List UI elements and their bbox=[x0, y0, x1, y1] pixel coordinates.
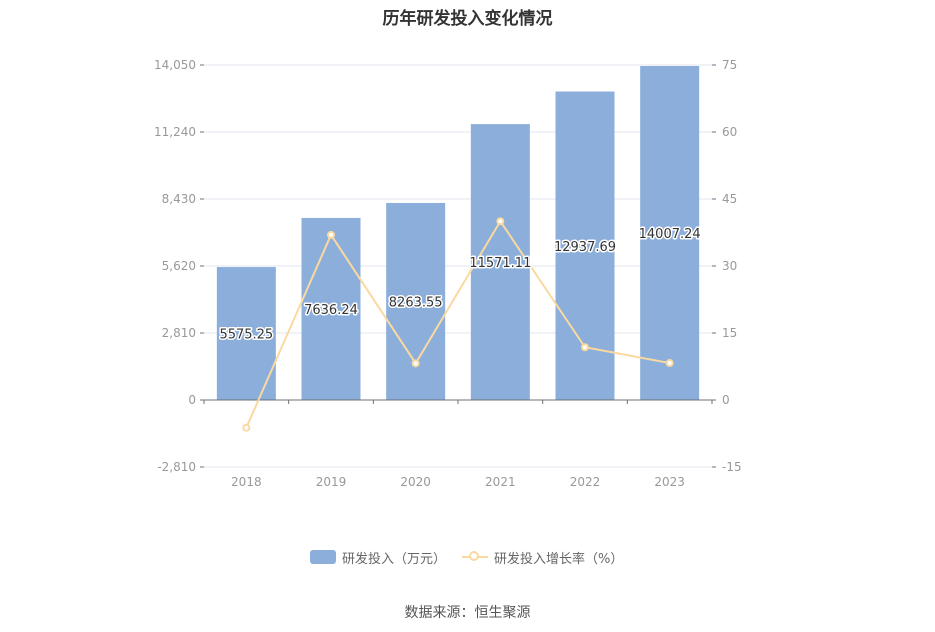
growth-line bbox=[245, 219, 670, 429]
left-axis-tick-label: -2,810 bbox=[157, 460, 196, 474]
right-axis-labels: -15 0 15 30 45 60 75 bbox=[712, 58, 742, 474]
legend-line-swatch bbox=[462, 550, 488, 564]
legend-line-label: 研发投入增长率（%） bbox=[494, 551, 624, 567]
growth-point bbox=[581, 343, 589, 352]
chart-canvas: -2,810 0 2,810 5,620 8,430 11,240 14,050 -15 0 1… bbox=[154, 58, 742, 489]
bar bbox=[470, 124, 530, 400]
bar-data-labels: 5575.25 7636.24 8263.55 11571.11 12937.69 140… bbox=[218, 226, 702, 345]
left-axis-labels: -2,810 0 2,810 5,620 8,430 11,240 14,050 bbox=[154, 58, 204, 474]
growth-point bbox=[496, 217, 505, 226]
chart-title: 历年研发投入变化情况 bbox=[382, 9, 553, 29]
legend-item-line[interactable]: 研发投入增长率（%） bbox=[462, 546, 623, 568]
x-axis-tick-label: 2018 bbox=[231, 475, 262, 489]
growth-point bbox=[665, 359, 674, 368]
growth-point bbox=[327, 230, 335, 239]
legend-item-bar[interactable]: 研发投入（万元） bbox=[310, 546, 446, 568]
x-axis-tick-label: 2023 bbox=[654, 475, 685, 489]
right-axis-tick-label: 30 bbox=[722, 259, 737, 273]
bar bbox=[640, 66, 700, 401]
right-axis-tick-label: 75 bbox=[722, 58, 737, 72]
legend-bar-swatch bbox=[310, 550, 336, 564]
grid-lines bbox=[204, 64, 712, 468]
bar-value-label: 11571.11 bbox=[469, 256, 531, 271]
bar-value-label: 12937.69 bbox=[554, 240, 616, 255]
left-axis-tick-label: 0 bbox=[188, 393, 196, 407]
bar-value-label: 5575.25 bbox=[219, 328, 273, 343]
data-source: 数据来源：恒生聚源 bbox=[404, 605, 531, 621]
x-axis-tick-label: 2020 bbox=[400, 475, 431, 489]
left-axis-tick-label: 2,810 bbox=[162, 326, 196, 340]
legend-bar-label: 研发投入（万元） bbox=[342, 551, 447, 567]
left-axis-tick-label: 8,430 bbox=[162, 192, 196, 206]
left-axis-tick-label: 5,620 bbox=[162, 259, 196, 273]
bar-value-label: 14007.24 bbox=[639, 227, 701, 242]
right-axis-tick-label: 45 bbox=[722, 192, 737, 206]
x-axis-tick-label: 2021 bbox=[485, 475, 516, 489]
x-axis-tick-label: 2019 bbox=[316, 475, 347, 489]
growth-point bbox=[242, 423, 251, 432]
right-axis-tick-label: 0 bbox=[722, 393, 730, 407]
bar bbox=[216, 267, 276, 400]
bar-value-label: 7636.24 bbox=[304, 303, 358, 318]
bar-series bbox=[216, 66, 700, 401]
growth-point bbox=[411, 359, 420, 368]
right-axis-tick-label: 15 bbox=[722, 326, 737, 340]
growth-line-series bbox=[242, 217, 674, 432]
x-axis-tick-label: 2022 bbox=[570, 475, 601, 489]
left-axis-tick-label: 14,050 bbox=[154, 58, 196, 72]
bar bbox=[301, 217, 361, 400]
right-axis-tick-label: -15 bbox=[722, 460, 742, 474]
left-axis-tick-label: 11,240 bbox=[154, 125, 196, 139]
bar-value-label: 8263.55 bbox=[389, 295, 443, 310]
x-axis: 2018 2019 2020 2021 2022 2023 bbox=[203, 399, 713, 489]
right-axis-tick-label: 60 bbox=[722, 125, 737, 139]
legend: 研发投入（万元） 研发投入增长率（%） bbox=[0, 546, 935, 568]
